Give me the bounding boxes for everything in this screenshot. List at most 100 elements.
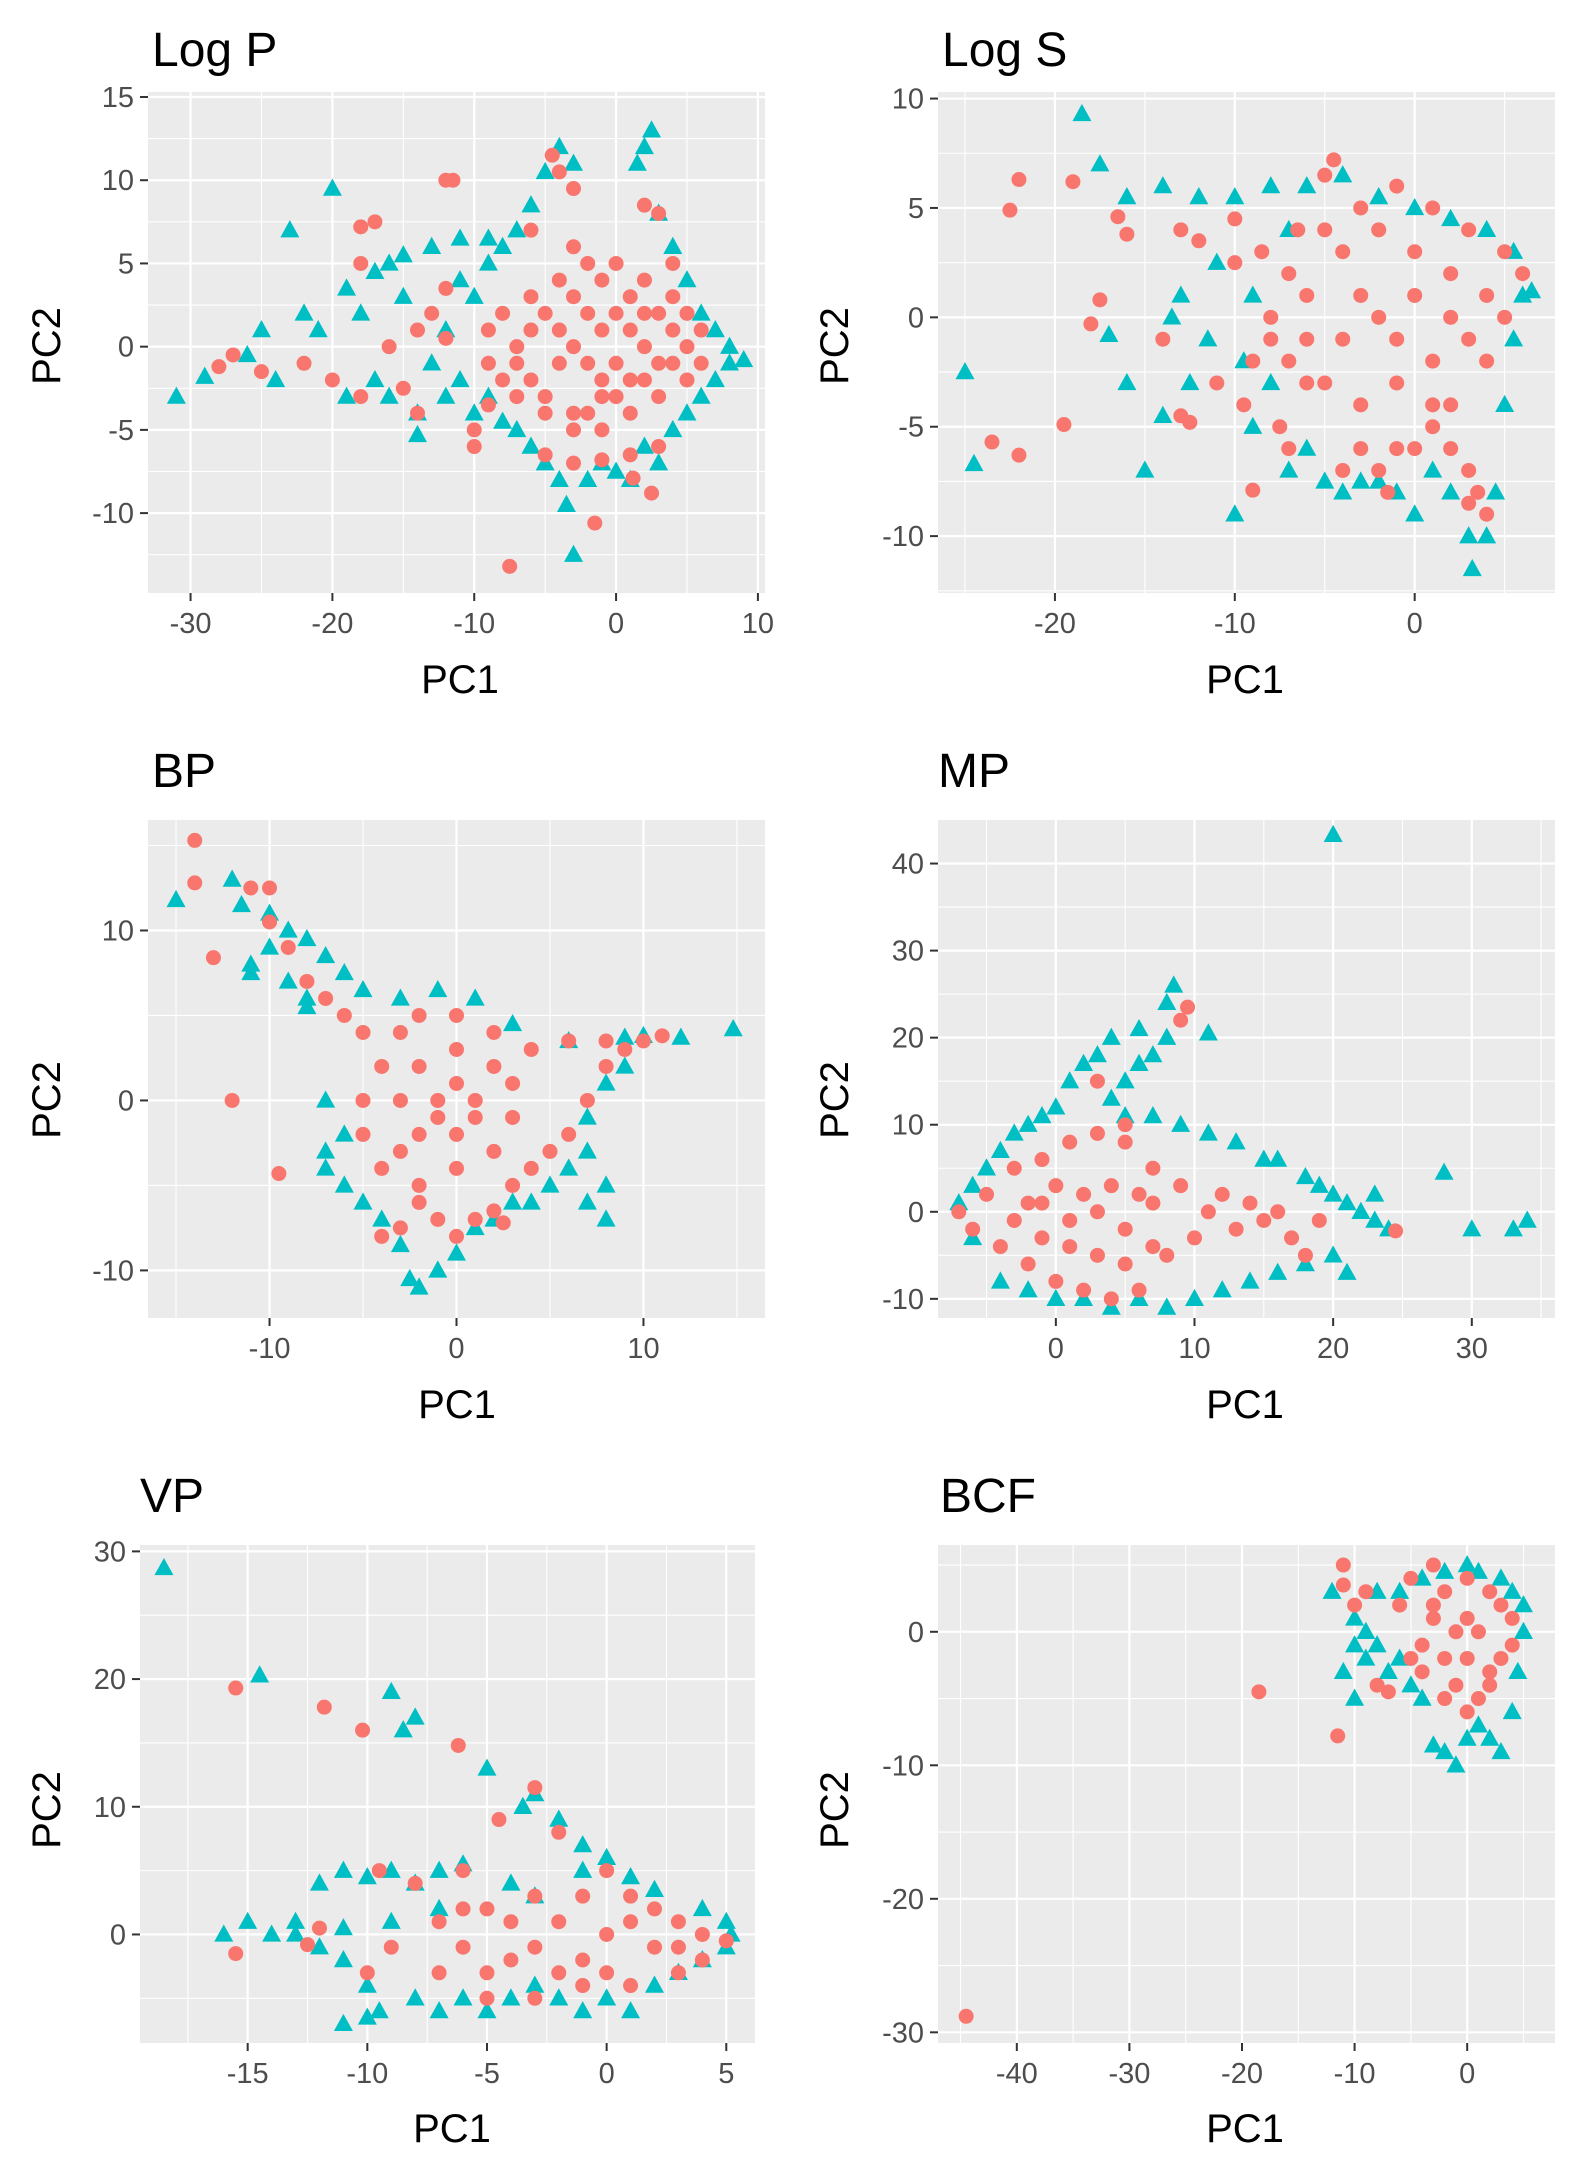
circle-point xyxy=(537,389,553,405)
circle-point xyxy=(205,950,221,966)
circle-point xyxy=(523,322,539,338)
circle-point xyxy=(353,389,369,405)
circle-point xyxy=(336,1007,352,1023)
triangle-point xyxy=(1356,1648,1376,1666)
x-tick-label: -20 xyxy=(311,608,353,640)
circle-point xyxy=(1159,1247,1175,1263)
panel-bcf: BCF -40 -30 -20 -10 0 -30 -20 -10 0 PC1 PC2 xyxy=(813,1470,1555,2151)
circle-point xyxy=(509,389,525,405)
x-tick-label: -20 xyxy=(1034,608,1076,640)
triangle-point xyxy=(316,945,336,964)
triangle-point xyxy=(949,1193,969,1211)
y-tick-label: 30 xyxy=(892,936,924,968)
circle-point xyxy=(665,255,681,271)
triangle-point xyxy=(1517,1210,1537,1228)
y-tick-label: -5 xyxy=(898,412,924,444)
y-tick-label: 40 xyxy=(892,849,924,881)
circle-point xyxy=(355,1722,371,1738)
triangle-point xyxy=(1153,405,1173,423)
circle-point xyxy=(1425,397,1441,413)
circle-point xyxy=(622,289,638,305)
circle-point xyxy=(411,1058,427,1074)
triangle-point xyxy=(365,369,385,388)
triangle-point xyxy=(381,1860,401,1878)
circle-point xyxy=(551,1914,567,1930)
triangle-point xyxy=(573,1835,593,1853)
circle-point xyxy=(1173,1178,1189,1194)
circle-point xyxy=(262,914,278,930)
circle-point xyxy=(502,558,518,574)
circle-point xyxy=(1392,1597,1408,1613)
triangle-point xyxy=(1333,482,1353,500)
circle-point xyxy=(1281,441,1297,457)
circle-point xyxy=(1407,441,1423,457)
circle-point xyxy=(1380,1684,1396,1700)
x-tick-label: 0 xyxy=(448,1333,464,1365)
circle-point xyxy=(1414,1664,1430,1680)
circle-point xyxy=(537,305,553,321)
circle-point xyxy=(1011,172,1027,188)
triangle-point xyxy=(1157,1027,1177,1045)
triangle-point xyxy=(597,1847,617,1866)
triangle-point xyxy=(1087,1045,1107,1063)
circle-point xyxy=(527,1780,543,1796)
triangle-point xyxy=(422,236,442,254)
circle-point xyxy=(486,1024,502,1040)
circle-point xyxy=(1504,1637,1520,1653)
x-axis-title: PC1 xyxy=(413,2107,491,2151)
circle-point xyxy=(1482,1677,1498,1693)
circle-point xyxy=(644,485,660,501)
triangle-point xyxy=(1401,1675,1421,1693)
triangle-point xyxy=(390,1234,410,1253)
triangle-point xyxy=(429,1860,449,1878)
circle-point xyxy=(580,355,596,371)
circle-point xyxy=(594,322,610,338)
circle-point xyxy=(1425,1597,1441,1613)
triangle-point xyxy=(1198,1123,1218,1141)
circle-point xyxy=(623,1978,639,1994)
triangle-point xyxy=(1495,394,1515,413)
triangle-point xyxy=(450,228,470,246)
circle-point xyxy=(523,222,539,238)
circle-point xyxy=(1459,1650,1475,1666)
circle-point xyxy=(1006,1212,1022,1228)
circle-point xyxy=(296,355,312,371)
circle-point xyxy=(625,470,641,486)
circle-point xyxy=(1425,353,1441,369)
circle-point xyxy=(1353,397,1369,413)
triangle-point xyxy=(222,869,242,887)
circle-point xyxy=(1117,1134,1133,1150)
x-tick-label: -10 xyxy=(249,1333,291,1365)
triangle-point xyxy=(357,2007,377,2025)
circle-point xyxy=(1358,1584,1374,1600)
circle-point xyxy=(355,1024,371,1040)
triangle-point xyxy=(1477,219,1497,238)
circle-point xyxy=(622,447,638,463)
circle-point xyxy=(479,1990,495,2006)
circle-point xyxy=(424,305,440,321)
circle-point xyxy=(651,355,667,371)
circle-point xyxy=(1425,1610,1441,1626)
panel-log-s: Log S -20 -10 0 -10 -5 0 5 10 PC1 PC2 xyxy=(813,24,1555,702)
circle-point xyxy=(636,197,652,213)
circle-point xyxy=(1006,1160,1022,1176)
y-axis-title: PC2 xyxy=(25,1061,69,1139)
circle-point xyxy=(575,1888,591,1904)
triangle-point xyxy=(1117,187,1137,205)
triangle-point xyxy=(503,1192,523,1210)
triangle-point xyxy=(450,270,470,288)
triangle-point xyxy=(286,1924,306,1942)
triangle-point xyxy=(521,1192,541,1210)
triangle-point xyxy=(990,1271,1010,1289)
circle-point xyxy=(1227,255,1243,271)
triangle-point xyxy=(1369,187,1389,205)
circle-point xyxy=(1089,1125,1105,1141)
triangle-point xyxy=(1486,482,1506,500)
triangle-point xyxy=(549,1809,569,1827)
circle-point xyxy=(608,305,624,321)
circle-point xyxy=(1443,397,1459,413)
triangle-point xyxy=(564,153,584,171)
x-tick-label: -5 xyxy=(474,2058,500,2090)
y-tick-label: -10 xyxy=(882,521,924,553)
triangle-point xyxy=(309,1873,329,1891)
